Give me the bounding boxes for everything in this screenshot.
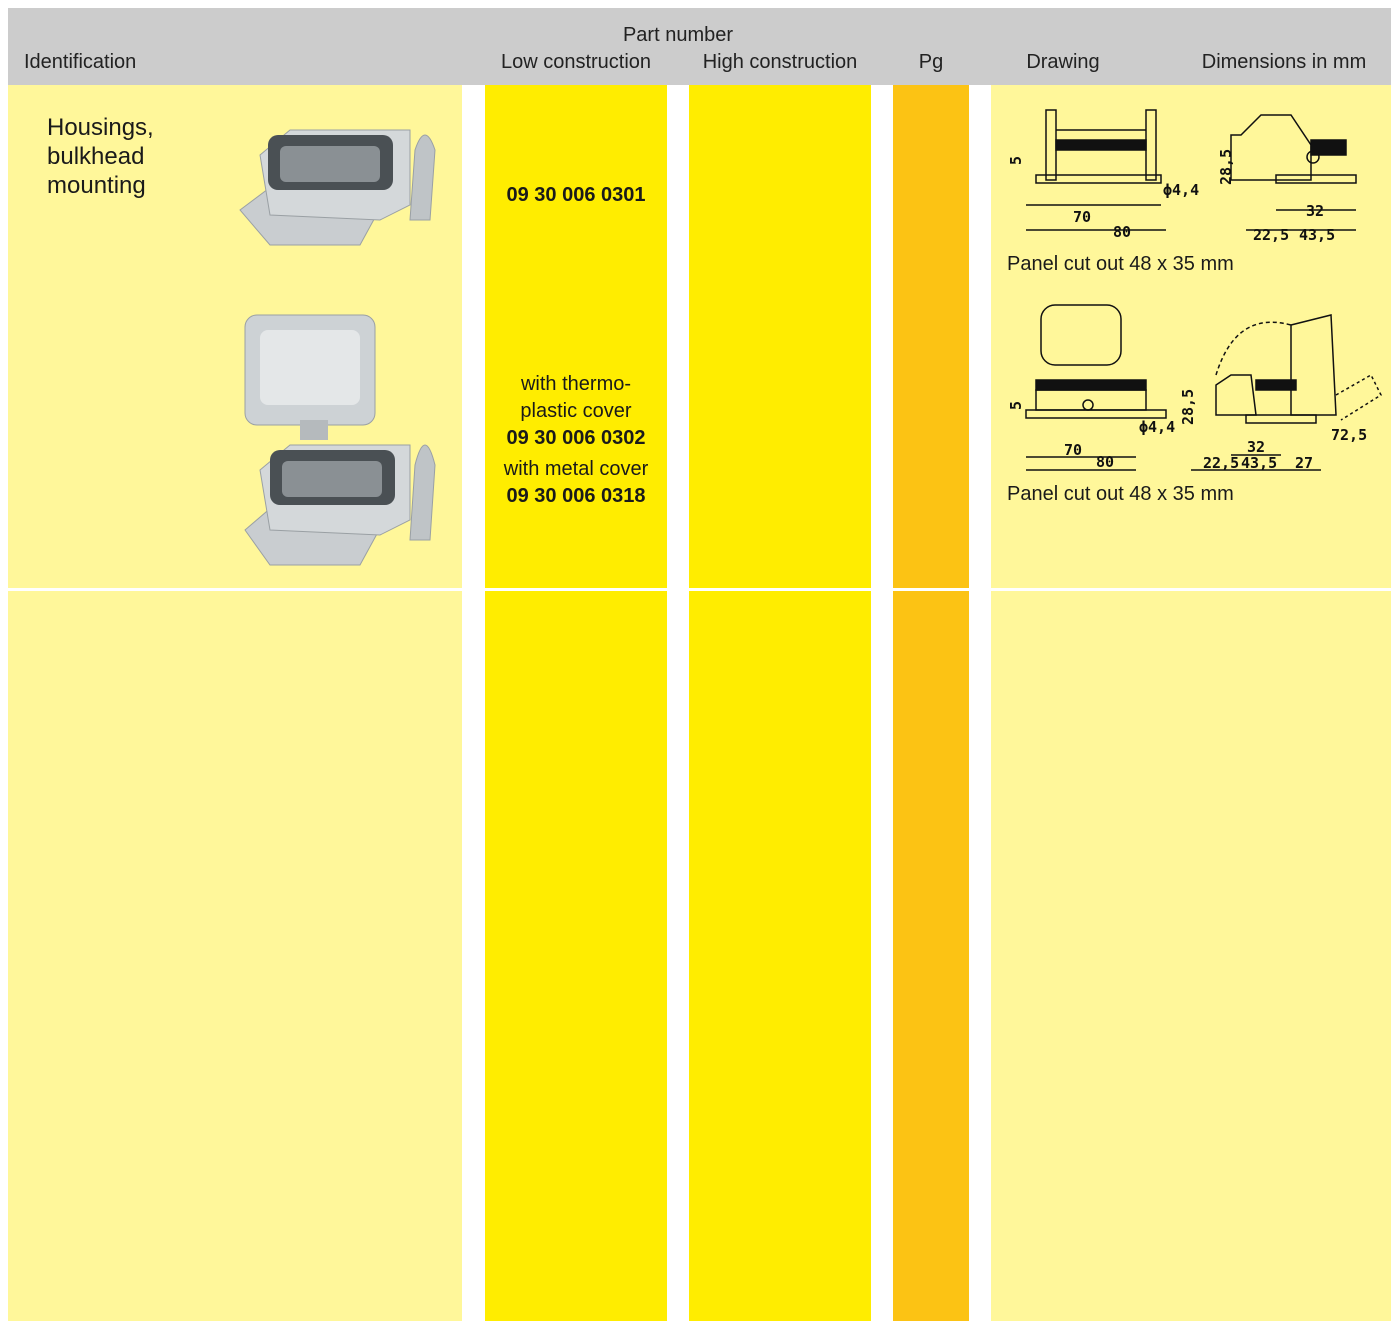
dimension-label: 80 [1096,453,1114,471]
header-pg: Pg [918,51,944,73]
variant-note: plastic cover [520,400,632,422]
product-images [239,129,436,566]
header-high: High construction [702,51,858,73]
drawing-caption: Panel cut out 48 x 35 mm [1007,483,1234,505]
col-pg [893,85,969,1321]
dimension-label: 22,5 [1253,226,1289,244]
dimension-label: 70 [1073,208,1091,226]
variant-note: with thermo- [520,373,632,395]
dimension-label: 22,5 [1203,454,1239,472]
drawings: 5 70 80 ϕ4,4 28,5 32 22,5 43,5 5 70 80 ϕ… [1007,109,1382,472]
dimension-label: 5 [1007,156,1025,165]
col-drawing [991,85,1391,1321]
header-bar [8,8,1391,85]
header-identification: Identification [24,51,137,73]
identification-line: Housings, [47,114,154,141]
dimension-label: 32 [1247,438,1265,456]
dimension-label: 5 [1007,401,1025,410]
drawing-caption: Panel cut out 48 x 35 mm [1007,253,1234,275]
dimension-label: 43,5 [1241,454,1277,472]
dimension-label: 43,5 [1299,226,1335,244]
identification-line: mounting [47,172,146,199]
dimension-label: 72,5 [1331,426,1367,444]
header-part-number: Part number [622,24,734,46]
col-identification [8,85,462,1321]
dimension-label: 32 [1306,202,1324,220]
row-separator [0,588,1391,591]
col-high [689,85,871,1321]
dimension-label: 27 [1295,454,1313,472]
part-number: 09 30 006 0302 [506,427,646,449]
part-number: 09 30 006 0318 [506,485,646,507]
header-low: Low construction [500,51,652,73]
col-low [485,85,667,1321]
variant-note: with metal cover [503,458,649,480]
dimension-label: ϕ4,4 [1139,418,1175,436]
housing-image [239,129,436,246]
header-dimensions: Dimensions in mm [1201,51,1367,73]
housing-with-cover-image [244,314,436,566]
drawing-1 [1026,109,1357,231]
dimension-label: 70 [1064,441,1082,459]
identification-line: bulkhead [47,143,145,170]
drawing-2 [1025,304,1382,471]
dimension-label: 28,5 [1179,389,1197,425]
header-drawing: Drawing [1026,51,1100,73]
dimension-label: 80 [1113,223,1131,241]
dimension-label: ϕ4,4 [1163,181,1199,199]
dimension-label: 28,5 [1217,149,1235,185]
part-number: 09 30 006 0301 [506,184,646,206]
